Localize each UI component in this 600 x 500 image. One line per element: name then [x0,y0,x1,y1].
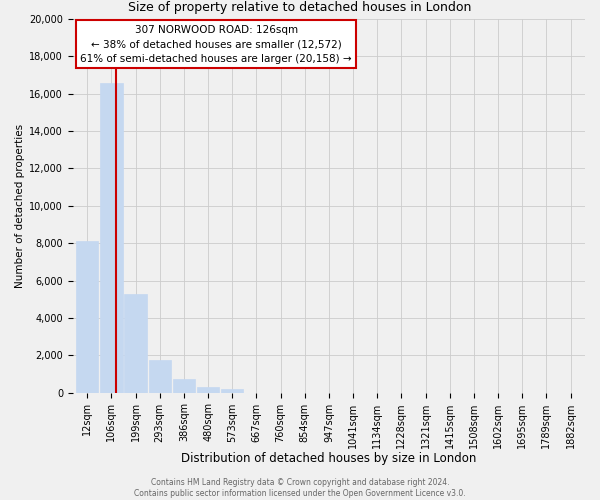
X-axis label: Distribution of detached houses by size in London: Distribution of detached houses by size … [181,452,476,465]
Text: 307 NORWOOD ROAD: 126sqm
← 38% of detached houses are smaller (12,572)
61% of se: 307 NORWOOD ROAD: 126sqm ← 38% of detach… [80,24,352,64]
Bar [197,387,219,392]
Y-axis label: Number of detached properties: Number of detached properties [15,124,25,288]
Bar [100,82,122,392]
Bar [124,294,146,392]
Bar [149,360,171,392]
Bar [76,242,98,392]
Text: Size of property relative to detached houses in London: Size of property relative to detached ho… [128,1,472,14]
Bar [221,389,244,392]
Bar [173,378,195,392]
Text: Contains HM Land Registry data © Crown copyright and database right 2024.
Contai: Contains HM Land Registry data © Crown c… [134,478,466,498]
